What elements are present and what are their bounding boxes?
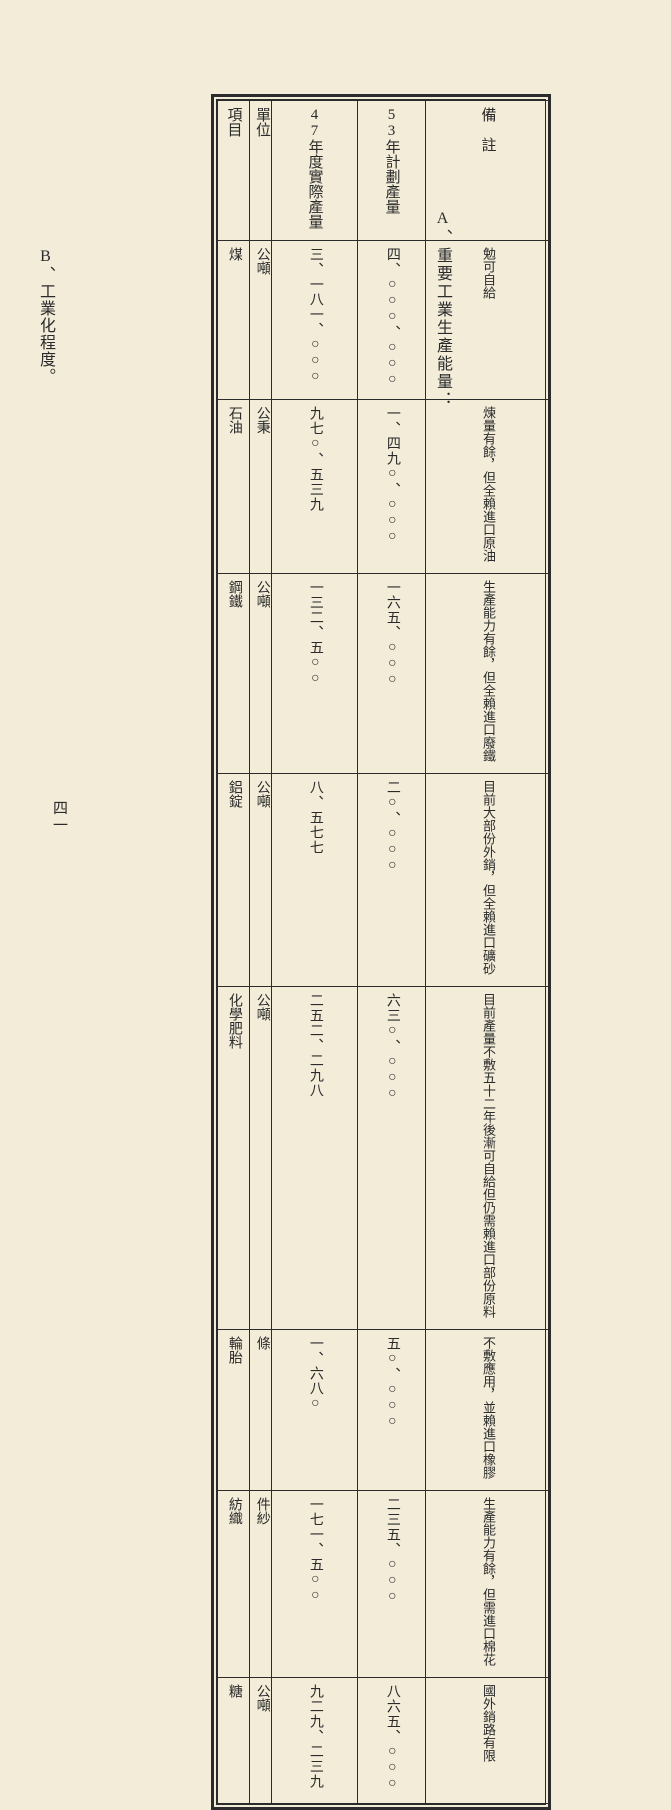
cell-plan: 五○、○○○ bbox=[383, 1336, 400, 1430]
cell-actual: 一七一、五○○ bbox=[306, 1497, 323, 1604]
cell-unit: 公秉 bbox=[253, 406, 270, 434]
th-item: 項目 bbox=[218, 101, 250, 241]
cell-unit: 件紗 bbox=[253, 1497, 270, 1525]
cell-plan: 一、四九○、○○○ bbox=[383, 406, 400, 545]
cell-item: 輪胎 bbox=[225, 1336, 242, 1364]
cell-plan: 八六五、○○○ bbox=[383, 1684, 400, 1792]
cell-unit: 公噸 bbox=[253, 580, 270, 608]
cell-actual: 二五二、二九八 bbox=[306, 993, 323, 1098]
table-row: 化學肥料 公噸 二五二、二九八 六三○、○○○ 目前產量不敷五十二年後漸可自給但… bbox=[218, 987, 550, 1330]
table-row: 鋼鐵 公噸 一三二、五○○ 一六五、○○○ 生產能力有餘，但全賴進口廢鐵 bbox=[218, 574, 550, 774]
table-row: 煤 公噸 三、一八一、○○○ 四、○○○、○○○ 勉可自給 bbox=[218, 241, 550, 400]
production-table: 項目 單位 47年度實際產量 53年計劃產量 備 註 煤 公噸 三、一八一、○○… bbox=[211, 94, 551, 1810]
th-unit: 單位 bbox=[250, 101, 272, 241]
table-row: 輪胎 條 一、六八○ 五○、○○○ 不敷應用，並賴進口橡膠 bbox=[218, 1330, 550, 1491]
cell-actual: 九七○、五三九 bbox=[306, 406, 323, 512]
cell-actual: 九二九、二三九 bbox=[306, 1684, 323, 1789]
cell-item: 鋁錠 bbox=[225, 780, 242, 808]
cell-unit: 條 bbox=[253, 1336, 270, 1350]
cell-plan: 六三○、○○○ bbox=[383, 993, 400, 1102]
cell-item: 糖 bbox=[225, 1684, 242, 1698]
cell-remark: 國外銷路有限 bbox=[479, 1684, 496, 1762]
table-row: 紡織 件紗 一七一、五○○ 二三五、○○○ 生產能力有餘，但需進口棉花 bbox=[218, 1491, 550, 1678]
cell-plan: 四、○○○、○○○ bbox=[383, 247, 400, 388]
cell-unit: 公噸 bbox=[253, 780, 270, 808]
th-remark: 備 註 bbox=[426, 101, 550, 241]
page-number: 四一 bbox=[49, 800, 91, 839]
cell-item: 紡織 bbox=[225, 1497, 242, 1525]
cell-plan: 二三五、○○○ bbox=[383, 1497, 400, 1605]
table-row: 石油 公秉 九七○、五三九 一、四九○、○○○ 煉量有餘，但全賴進口原油 bbox=[218, 400, 550, 574]
cell-remark: 目前產量不敷五十二年後漸可自給但仍需賴進口部份原料 bbox=[479, 993, 496, 1318]
cell-remark: 生產能力有餘，但需進口棉花 bbox=[479, 1497, 496, 1666]
cell-plan: 二○、○○○ bbox=[383, 780, 400, 874]
cell-actual: 三、一八一、○○○ bbox=[306, 247, 323, 385]
cell-actual: 一、六八○ bbox=[306, 1336, 323, 1412]
cell-item: 鋼鐵 bbox=[225, 580, 242, 608]
cell-item: 石油 bbox=[225, 406, 242, 434]
table-row: 糖 公噸 九二九、二三九 八六五、○○○ 國外銷路有限 bbox=[218, 1678, 550, 1804]
cell-remark: 煉量有餘，但全賴進口原油 bbox=[479, 406, 496, 562]
cell-actual: 八、五七七 bbox=[306, 780, 323, 855]
cell-remark: 目前大部份外銷，但全賴進口礦砂 bbox=[479, 780, 496, 975]
cell-remark: 不敷應用，並賴進口橡膠 bbox=[479, 1336, 496, 1479]
running-head: 聯合戰略目標計劃 bbox=[0, 252, 91, 372]
table-header-row: 項目 單位 47年度實際產量 53年計劃產量 備 註 bbox=[218, 101, 550, 241]
th-actual: 47年度實際產量 bbox=[272, 101, 358, 241]
cell-remark: 生產能力有餘，但全賴進口廢鐵 bbox=[479, 580, 496, 762]
cell-plan: 一六五、○○○ bbox=[383, 580, 400, 688]
cell-unit: 公噸 bbox=[253, 1684, 270, 1712]
cell-actual: 一三二、五○○ bbox=[306, 580, 323, 687]
table-row: 鋁錠 公噸 八、五七七 二○、○○○ 目前大部份外銷，但全賴進口礦砂 bbox=[218, 774, 550, 987]
cell-item: 化學肥料 bbox=[225, 993, 242, 1049]
cell-item: 煤 bbox=[225, 247, 242, 261]
cell-remark: 勉可自給 bbox=[479, 247, 496, 299]
cell-unit: 公噸 bbox=[253, 993, 270, 1021]
th-plan: 53年計劃產量 bbox=[358, 101, 426, 241]
cell-unit: 公噸 bbox=[253, 247, 270, 275]
